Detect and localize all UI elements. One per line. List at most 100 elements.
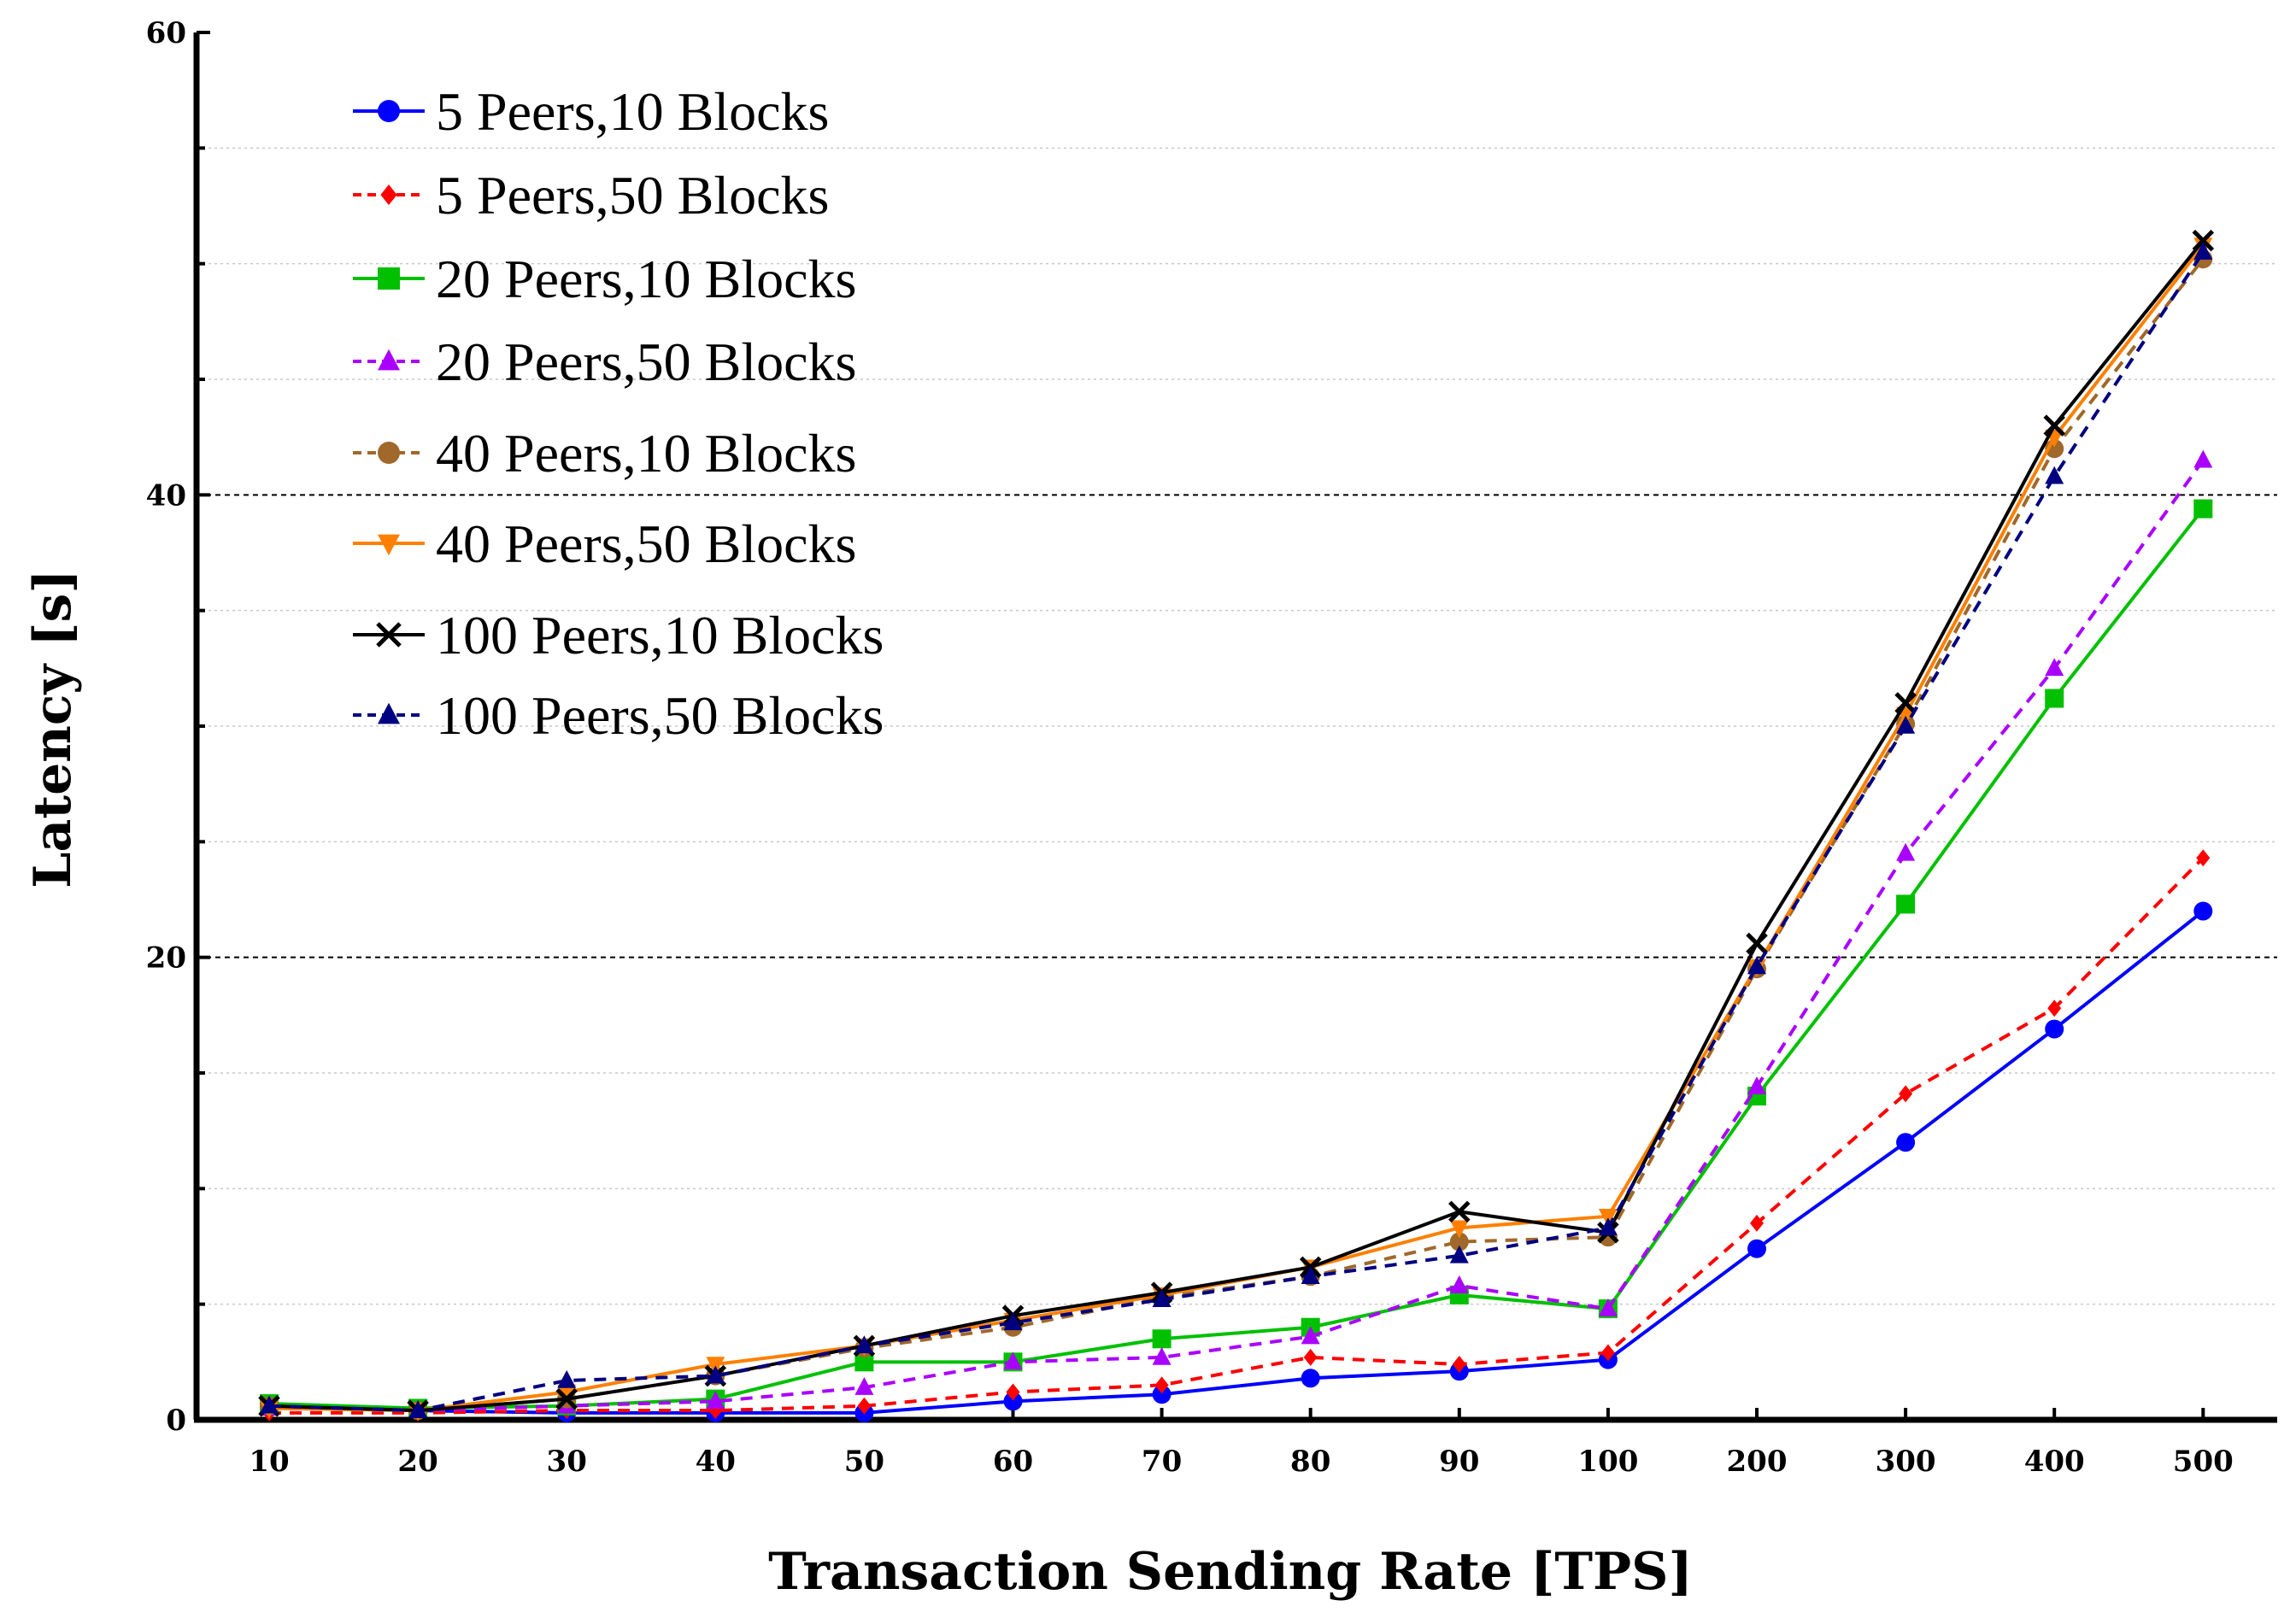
data-point bbox=[1896, 1133, 1916, 1152]
x-tick-label: 500 bbox=[2173, 1445, 2234, 1479]
x-marker-stroke bbox=[376, 622, 402, 648]
x-marker-stroke bbox=[555, 1387, 578, 1410]
data-point bbox=[1449, 1275, 1469, 1293]
y-tick-label: 0 bbox=[166, 1404, 186, 1438]
data-point bbox=[1449, 1220, 1469, 1239]
data-point bbox=[378, 267, 400, 290]
y-tick-label: 20 bbox=[146, 941, 186, 976]
x-tick-label: 200 bbox=[1727, 1445, 1788, 1479]
legend-item: 40 Peers,50 Blocks bbox=[353, 513, 856, 574]
legend-item: 5 Peers,50 Blocks bbox=[353, 165, 829, 226]
x-tick-label: 400 bbox=[2024, 1445, 2085, 1479]
data-point bbox=[1301, 1369, 1320, 1388]
data-point bbox=[1303, 1348, 1318, 1366]
x-tick-label: 50 bbox=[844, 1445, 884, 1479]
series-7 bbox=[260, 242, 2213, 1418]
data-point bbox=[1747, 956, 1766, 975]
x-tick-label: 30 bbox=[547, 1445, 587, 1479]
series-6 bbox=[258, 229, 2215, 1422]
data-point bbox=[1152, 1346, 1171, 1365]
series-1 bbox=[262, 849, 2211, 1422]
data-point bbox=[2196, 849, 2211, 867]
x-marker-stroke bbox=[1448, 1200, 1471, 1223]
legend-label: 40 Peers,50 Blocks bbox=[436, 513, 856, 574]
data-point bbox=[1003, 1312, 1023, 1331]
data-point bbox=[2047, 1000, 2062, 1017]
data-point bbox=[1600, 1344, 1615, 1362]
tick-labels: 0 20 40 60 10 20 30 40 50 60 70 80 90 100 200 300 400 500 bbox=[146, 16, 2234, 1479]
data-point bbox=[2045, 466, 2064, 484]
x-tick-label: 10 bbox=[249, 1445, 289, 1479]
data-point bbox=[1747, 1239, 1766, 1258]
data-point bbox=[2192, 229, 2215, 252]
data-point bbox=[1003, 1351, 1023, 1370]
legend-label: 20 Peers,50 Blocks bbox=[436, 331, 856, 392]
data-point bbox=[380, 185, 397, 205]
data-point bbox=[706, 1391, 725, 1410]
data-point bbox=[1452, 1356, 1466, 1374]
x-tick-label: 20 bbox=[397, 1445, 437, 1479]
x-marker-stroke bbox=[1894, 692, 1917, 714]
data-point bbox=[2043, 414, 2065, 437]
grid-lines bbox=[197, 147, 2277, 1305]
legend-item: 20 Peers,10 Blocks bbox=[353, 249, 856, 309]
legend-label: 20 Peers,10 Blocks bbox=[436, 249, 856, 309]
data-point bbox=[2045, 1019, 2064, 1039]
legend-item: 40 Peers,10 Blocks bbox=[353, 423, 856, 484]
series-line bbox=[268, 459, 2205, 1413]
x-tick-label: 80 bbox=[1290, 1445, 1330, 1479]
x-marker-stroke bbox=[2192, 229, 2215, 252]
data-point bbox=[378, 100, 400, 122]
legend-item: 100 Peers,10 Blocks bbox=[353, 605, 884, 665]
data-point bbox=[1598, 1217, 1618, 1236]
data-point bbox=[376, 622, 402, 648]
y-tick-label: 60 bbox=[146, 16, 186, 50]
legend: 5 Peers,10 Blocks 5 Peers,50 Blocks 20 Pee… bbox=[353, 81, 884, 746]
data-point bbox=[854, 1335, 874, 1354]
x-tick-label: 100 bbox=[1577, 1445, 1638, 1479]
series-line bbox=[268, 239, 2205, 1413]
data-point bbox=[1006, 1383, 1020, 1401]
data-point bbox=[408, 1400, 428, 1418]
legend-label: 5 Peers,50 Blocks bbox=[436, 165, 829, 226]
x-axis-title: Transaction Sending Rate [TPS] bbox=[768, 1542, 1693, 1602]
data-point bbox=[1154, 1376, 1169, 1394]
data-point bbox=[555, 1387, 578, 1410]
data-point bbox=[854, 1377, 874, 1395]
x-marker-stroke bbox=[2043, 414, 2065, 437]
series-3 bbox=[260, 449, 2213, 1418]
data-point bbox=[1152, 1385, 1171, 1404]
data-point bbox=[557, 1384, 577, 1403]
y-tick-label: 40 bbox=[146, 478, 186, 513]
data-point bbox=[378, 349, 400, 371]
legend-label: 100 Peers,50 Blocks bbox=[436, 685, 884, 746]
x-tick-label: 300 bbox=[1876, 1445, 1936, 1479]
series-line bbox=[268, 507, 2205, 1410]
series-line bbox=[268, 909, 2205, 1415]
series-line bbox=[269, 856, 2205, 1415]
data-point bbox=[2193, 499, 2213, 519]
data-point bbox=[2045, 689, 2064, 708]
data-point bbox=[1152, 1289, 1171, 1308]
legend-item: 100 Peers,50 Blocks bbox=[353, 685, 884, 746]
data-point bbox=[1301, 1326, 1320, 1345]
data-point bbox=[2193, 242, 2213, 260]
series-group bbox=[258, 229, 2215, 1422]
x-tick-label: 90 bbox=[1439, 1445, 1479, 1479]
series-line bbox=[268, 251, 2205, 1413]
legend-label: 100 Peers,10 Blocks bbox=[436, 605, 884, 665]
data-point bbox=[378, 442, 400, 464]
data-point bbox=[1896, 894, 1916, 914]
legend-label: 5 Peers,10 Blocks bbox=[436, 81, 829, 142]
series-0 bbox=[260, 901, 2213, 1422]
y-axis-title: Latency [s] bbox=[23, 569, 83, 888]
x-tick-label: 60 bbox=[993, 1445, 1033, 1479]
data-point bbox=[706, 1365, 725, 1384]
data-point bbox=[260, 1395, 279, 1414]
data-point bbox=[378, 702, 400, 724]
data-point bbox=[1152, 1329, 1171, 1349]
axes bbox=[193, 31, 2277, 1423]
x-tick-label: 70 bbox=[1142, 1445, 1182, 1479]
data-point bbox=[1894, 692, 1917, 714]
